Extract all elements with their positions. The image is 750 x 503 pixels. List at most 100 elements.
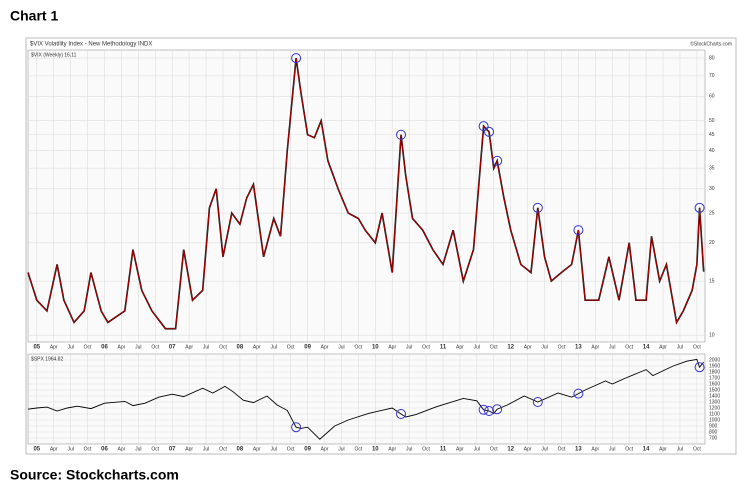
x-tick-label: Oct <box>490 446 498 452</box>
y-tick-label: 1200 <box>709 405 720 411</box>
x-tick-label: Oct <box>354 344 362 350</box>
y-tick-label: 20 <box>709 240 715 246</box>
y-tick-label: 1900 <box>709 363 720 369</box>
plot-area <box>27 353 706 445</box>
y-tick-label: 30 <box>709 186 715 192</box>
y-tick-label: 900 <box>709 423 718 429</box>
x-tick-label: Oct <box>151 344 159 350</box>
highlight-circle <box>492 404 503 415</box>
credit: ©StockCharts.com <box>690 40 732 47</box>
x-tick-label: Apr <box>118 446 126 452</box>
legend-label: $VIX (Weekly) 16.11 <box>31 52 77 58</box>
x-tick-label: Jul <box>271 344 277 350</box>
x-tick-label: Oct <box>151 446 159 452</box>
series-line <box>27 358 705 440</box>
x-tick-label: Jul <box>474 344 480 350</box>
x-tick-label: Oct <box>625 446 633 452</box>
highlight-circle <box>291 53 302 64</box>
y-tick-label: 1000 <box>709 417 720 423</box>
x-tick-label: 13 <box>575 345 582 351</box>
x-tick-label: Apr <box>591 446 599 452</box>
y-tick-label: 10 <box>709 332 715 338</box>
x-tick-label: Jul <box>609 344 615 350</box>
x-tick-label: Oct <box>558 446 566 452</box>
x-tick-label: 10 <box>372 345 379 351</box>
y-tick-label: 70 <box>709 73 715 79</box>
highlight-circle <box>694 202 705 213</box>
x-tick-label: Jul <box>271 446 277 452</box>
y-tick-label: 25 <box>709 210 715 216</box>
highlight-circle <box>573 225 584 236</box>
legend-label: $SPX 1964.82 <box>31 356 63 362</box>
x-tick-label: Apr <box>50 446 58 452</box>
x-tick-label: Jul <box>406 446 412 452</box>
x-tick-label: Oct <box>354 446 362 452</box>
x-tick-label: Oct <box>558 344 566 350</box>
x-tick-label: Apr <box>185 344 193 350</box>
plot-area <box>27 49 706 343</box>
x-tick-label: Jul <box>67 344 73 350</box>
x-tick-label: 05 <box>33 447 40 453</box>
x-tick-label: Apr <box>50 344 58 350</box>
x-tick-label: Oct <box>219 446 227 452</box>
x-tick-label: Apr <box>388 344 396 350</box>
y-tick-label: 1600 <box>709 381 720 387</box>
x-tick-label: 05 <box>33 345 40 351</box>
x-tick-label: Oct <box>219 344 227 350</box>
y-tick-label: 35 <box>709 166 715 172</box>
y-tick-label: 50 <box>709 118 715 124</box>
y-tick-label: 40 <box>709 148 715 154</box>
x-tick-label: Jul <box>609 446 615 452</box>
x-tick-label: Jul <box>541 344 547 350</box>
highlight-circle <box>478 404 489 415</box>
x-tick-label: 07 <box>169 447 176 453</box>
highlight-circle <box>396 409 407 419</box>
x-tick-label: Oct <box>422 344 430 350</box>
highlight-circle <box>484 126 495 137</box>
x-tick-label: Apr <box>591 344 599 350</box>
x-tick-label: Apr <box>321 446 329 452</box>
x-tick-label: Apr <box>253 344 261 350</box>
x-tick-label: 14 <box>643 345 650 351</box>
x-tick-label: Oct <box>287 446 295 452</box>
highlight-circle <box>532 397 543 407</box>
series-line <box>27 58 705 330</box>
source: Source: Stockcharts.com <box>10 467 179 483</box>
y-tick-label: 1400 <box>709 393 720 399</box>
x-tick-label: Jul <box>406 344 412 350</box>
x-tick-label: Oct <box>287 344 295 350</box>
y-tick-label: 15 <box>709 278 715 284</box>
y-tick-label: 1500 <box>709 387 720 393</box>
highlight-circle <box>291 422 302 433</box>
x-tick-label: Oct <box>84 446 92 452</box>
y-tick-label: 80 <box>709 55 715 61</box>
x-tick-label: Oct <box>625 344 633 350</box>
x-tick-label: Oct <box>490 344 498 350</box>
highlight-circle <box>396 129 407 140</box>
x-tick-label: Jul <box>677 446 683 452</box>
x-tick-label: 09 <box>304 345 311 351</box>
y-tick-label: 700 <box>709 435 718 441</box>
chart-title: $VIX Volatility Index - New Methodology … <box>30 42 152 48</box>
x-tick-label: Apr <box>253 446 261 452</box>
highlight-circle <box>532 202 543 213</box>
y-tick-label: 1100 <box>709 411 720 417</box>
highlight-circle <box>478 121 489 132</box>
x-tick-label: Apr <box>524 446 532 452</box>
x-tick-label: 12 <box>507 447 514 453</box>
y-tick-label: 800 <box>709 429 718 435</box>
y-tick-label: 1300 <box>709 399 720 405</box>
x-tick-label: Apr <box>185 446 193 452</box>
x-tick-label: Jul <box>677 344 683 350</box>
y-tick-label: 1800 <box>709 369 720 375</box>
y-tick-label: 1700 <box>709 375 720 381</box>
x-tick-label: 08 <box>237 447 244 453</box>
x-tick-label: Oct <box>422 446 430 452</box>
y-tick-label: 2000 <box>709 357 720 363</box>
x-tick-label: Apr <box>659 446 667 452</box>
x-tick-label: Jul <box>338 344 344 350</box>
x-tick-label: Jul <box>135 344 141 350</box>
y-tick-label: 45 <box>709 132 715 138</box>
x-tick-label: Apr <box>456 344 464 350</box>
